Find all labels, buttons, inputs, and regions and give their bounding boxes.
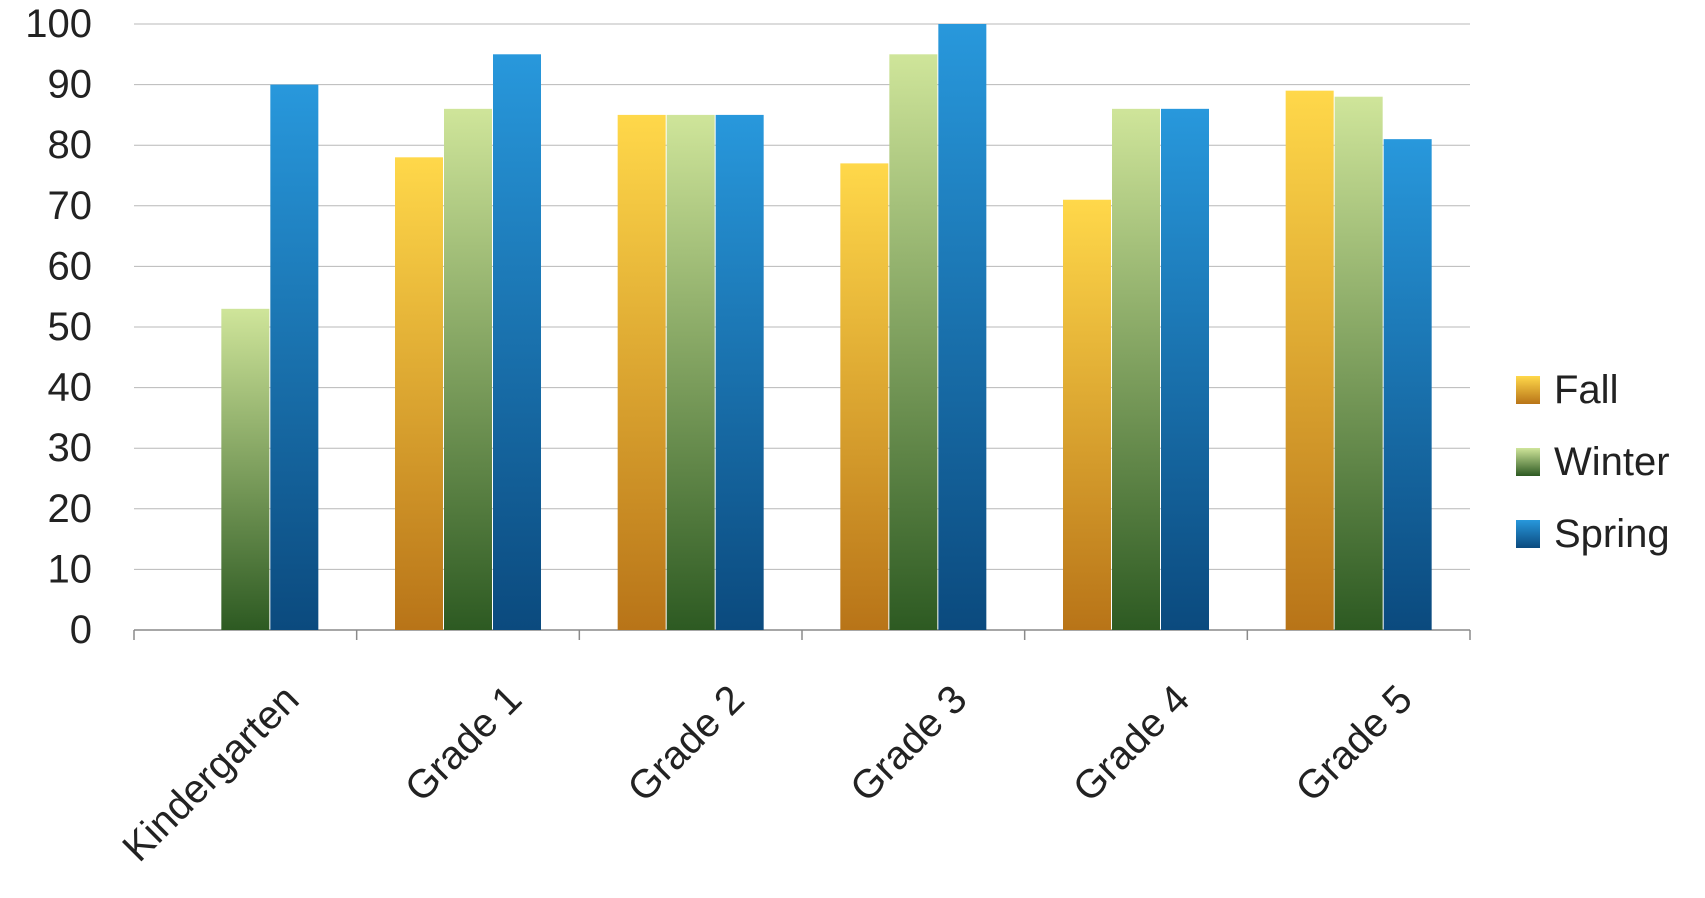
y-tick-label: 100 [25, 2, 92, 46]
bar-winter-4 [1112, 108, 1160, 631]
y-tick-label: 0 [70, 608, 92, 652]
legend-swatch-spring [1516, 520, 1540, 548]
y-axis: 0 10 20 30 40 50 60 70 80 90 100 [25, 2, 92, 652]
legend-label-winter: Winter [1554, 440, 1670, 484]
bar-spring-0 [270, 84, 319, 631]
y-tick-label: 40 [48, 366, 93, 410]
legend[interactable]: Fall Winter Spring [1516, 368, 1670, 556]
bar-spring-5 [1383, 139, 1432, 630]
y-tick-label: 10 [48, 547, 93, 591]
bar-fall-1 [395, 157, 443, 630]
y-tick-label: 50 [48, 305, 93, 349]
bar-spring-1 [493, 54, 541, 631]
legend-swatch-winter [1516, 448, 1540, 476]
x-tick-label: Kindergarten [114, 677, 307, 870]
x-tick-label: Grade 5 [1288, 677, 1421, 810]
bar-winter-0 [221, 308, 270, 630]
gridlines [134, 23, 1470, 631]
x-tick-label: Grade 3 [842, 677, 975, 810]
y-tick-label: 80 [48, 123, 93, 167]
bar-winter-5 [1334, 96, 1383, 631]
legend-swatch-fall [1516, 376, 1540, 404]
x-tick-label: Grade 4 [1065, 677, 1198, 810]
bar-spring-4 [1161, 108, 1209, 631]
bar-spring-2 [715, 114, 764, 630]
legend-label-fall: Fall [1554, 368, 1618, 412]
y-tick-label: 70 [48, 184, 93, 228]
x-tick-label: Grade 2 [620, 677, 753, 810]
y-tick-label: 60 [48, 244, 93, 288]
bar-fall-2 [617, 114, 666, 630]
legend-label-spring: Spring [1554, 512, 1670, 556]
bar-winter-3 [889, 54, 938, 631]
y-tick-label: 30 [48, 426, 93, 470]
bar-spring-3 [938, 24, 987, 630]
bar-fall-5 [1285, 90, 1334, 630]
y-tick-label: 90 [48, 63, 93, 107]
y-tick-label: 20 [48, 487, 93, 531]
x-tick-label: Grade 1 [397, 677, 530, 810]
bar-winter-2 [666, 114, 715, 630]
x-axis: Kindergarten Grade 1 Grade 2 Grade 3 Grade 4… [114, 630, 1471, 870]
bars [221, 24, 1432, 631]
bar-fall-4 [1063, 199, 1111, 631]
bar-winter-1 [444, 108, 492, 631]
bar-fall-3 [840, 163, 889, 630]
